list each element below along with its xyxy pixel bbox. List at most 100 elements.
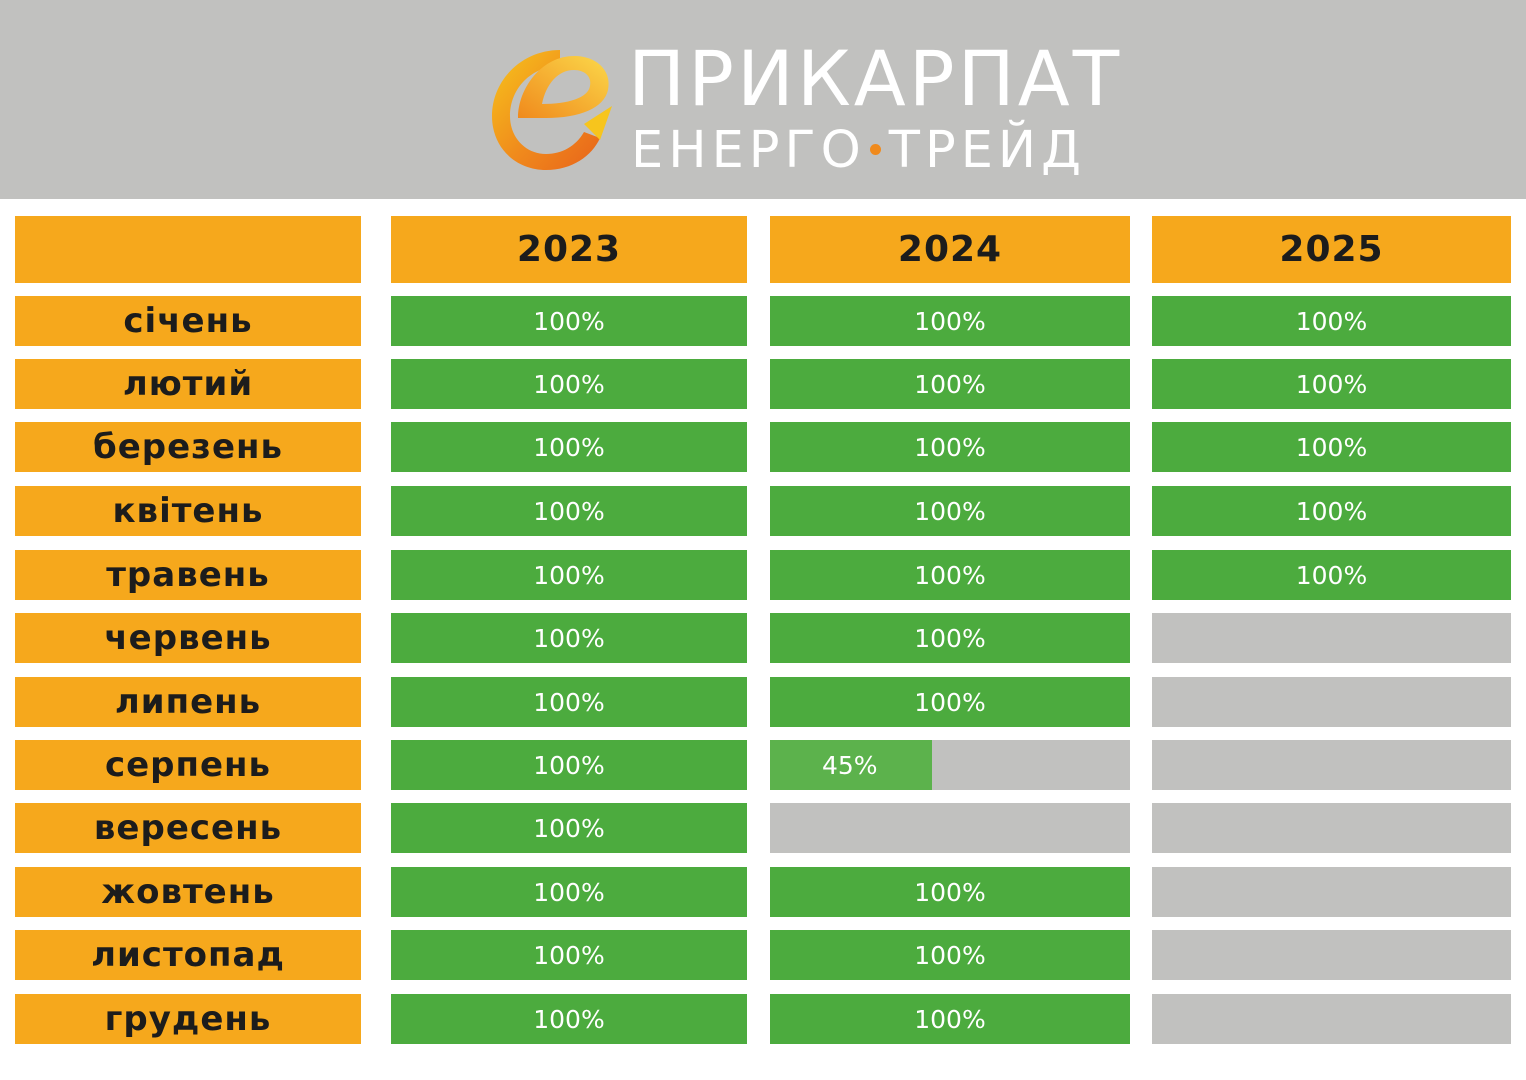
- progress-value-label: 100%: [914, 877, 986, 907]
- progress-bar-track: 100%: [770, 930, 1130, 980]
- year-header-2025: 2025: [1152, 216, 1511, 283]
- progress-value-label: 100%: [914, 1004, 986, 1034]
- progress-value-label: 100%: [914, 496, 986, 526]
- progress-bar-track: [1152, 613, 1511, 663]
- progress-value-label: 100%: [1295, 496, 1368, 526]
- e-letter-logo-icon: [492, 50, 612, 170]
- year-header-2023: 2023: [391, 216, 747, 283]
- progress-bar-fill: [391, 740, 747, 790]
- progress-bar-fill: [770, 296, 1130, 346]
- brand-dot-icon: [869, 143, 881, 155]
- brand-name-line1: ПРИКАРПАТ: [628, 34, 1123, 123]
- progress-value-label: 100%: [914, 560, 986, 590]
- progress-bar-fill: [770, 740, 932, 790]
- month-label: червень: [104, 618, 272, 658]
- header-banner: ПРИКАРПАТ ЕНЕРГО ТРЕЙД: [0, 0, 1526, 199]
- progress-bar-fill: [1152, 359, 1511, 409]
- month-label: березень: [92, 427, 283, 467]
- progress-value-label: 100%: [533, 432, 605, 462]
- progress-value-label: 100%: [914, 687, 986, 717]
- progress-bar-track: 100%: [391, 994, 747, 1044]
- brand-name-word-treyd: ТРЕЙД: [888, 121, 1086, 180]
- progress-value-label: 100%: [914, 623, 986, 653]
- progress-bar-track: [1152, 867, 1511, 917]
- progress-bar-track: 100%: [391, 867, 747, 917]
- progress-value-label: 100%: [533, 750, 605, 780]
- progress-bar-track: [1152, 803, 1511, 853]
- progress-bar-fill: [391, 550, 747, 600]
- progress-bar-track: [1152, 677, 1511, 727]
- progress-bar-fill: [770, 550, 1130, 600]
- year-header-label: 2025: [1279, 229, 1384, 270]
- progress-bar-fill: [1152, 296, 1511, 346]
- progress-bar-fill: [391, 486, 747, 536]
- table-corner-cell: [15, 216, 361, 283]
- progress-bar-track: 100%: [770, 550, 1130, 600]
- progress-bar-track: 100%: [770, 486, 1130, 536]
- month-label-cell: грудень: [15, 994, 361, 1044]
- progress-bar-track: [770, 803, 1130, 853]
- progress-bar-track: 100%: [1152, 550, 1511, 600]
- month-label-cell: листопад: [15, 930, 361, 980]
- progress-value-label: 100%: [914, 306, 986, 336]
- progress-bar-fill: [391, 296, 747, 346]
- progress-bar-fill: [1152, 486, 1511, 536]
- progress-value-label: 100%: [533, 940, 605, 970]
- month-label-cell: лютий: [15, 359, 361, 409]
- progress-bar-track: 100%: [1152, 422, 1511, 472]
- progress-value-label: 100%: [533, 369, 605, 399]
- progress-value-label: 100%: [914, 432, 986, 462]
- progress-bar-track: [1152, 994, 1511, 1044]
- progress-bar-track: 100%: [770, 994, 1130, 1044]
- progress-bar-fill: [391, 994, 747, 1044]
- progress-bar-track: 100%: [391, 613, 747, 663]
- progress-bar-fill: [770, 677, 1130, 727]
- month-label: листопад: [91, 935, 285, 975]
- progress-bar-track: 100%: [770, 613, 1130, 663]
- progress-value-label: 100%: [533, 1004, 605, 1034]
- progress-value-label: 100%: [533, 560, 605, 590]
- progress-bar-track: [1152, 930, 1511, 980]
- progress-value-label: 45%: [822, 750, 878, 780]
- progress-bar-track: 100%: [770, 296, 1130, 346]
- year-header-2024: 2024: [770, 216, 1130, 283]
- progress-bar-track: 100%: [1152, 296, 1511, 346]
- progress-bar-track: 100%: [391, 296, 747, 346]
- progress-value-label: 100%: [533, 813, 605, 843]
- progress-bar-track: 45%: [770, 740, 1130, 790]
- progress-value-label: 100%: [533, 687, 605, 717]
- progress-value-label: 100%: [1295, 432, 1368, 462]
- month-label: липень: [114, 682, 262, 722]
- progress-bar-fill: [770, 994, 1130, 1044]
- progress-bar-track: 100%: [391, 359, 747, 409]
- progress-bar-fill: [1152, 550, 1511, 600]
- progress-bar-track: 100%: [391, 740, 747, 790]
- month-label-cell: липень: [15, 677, 361, 727]
- progress-bar-fill: [770, 486, 1130, 536]
- month-label: грудень: [104, 999, 272, 1039]
- progress-value-label: 100%: [1295, 306, 1368, 336]
- progress-value-label: 100%: [533, 306, 605, 336]
- year-header-label: 2024: [897, 229, 1003, 270]
- progress-bar-track: [1152, 740, 1511, 790]
- progress-value-label: 100%: [1295, 369, 1368, 399]
- progress-value-label: 100%: [914, 940, 986, 970]
- brand-name-word-energo: ЕНЕРГО: [631, 121, 866, 180]
- month-label: січень: [123, 301, 253, 341]
- month-label: серпень: [104, 745, 272, 785]
- month-label-cell: травень: [15, 550, 361, 600]
- progress-bar-track: 100%: [1152, 486, 1511, 536]
- progress-bar-fill: [1152, 422, 1511, 472]
- progress-bar-fill: [391, 803, 747, 853]
- month-label-cell: вересень: [15, 803, 361, 853]
- month-label-cell: серпень: [15, 740, 361, 790]
- progress-bar-track: 100%: [391, 930, 747, 980]
- progress-value-label: 100%: [533, 623, 605, 653]
- progress-bar-fill: [391, 359, 747, 409]
- progress-value-label: 100%: [914, 369, 986, 399]
- brand-name-line2: ЕНЕРГО ТРЕЙД: [631, 118, 1086, 184]
- month-label-cell: жовтень: [15, 867, 361, 917]
- progress-bar-track: 100%: [391, 486, 747, 536]
- progress-value-label: 100%: [533, 496, 605, 526]
- progress-bar-track: 100%: [770, 359, 1130, 409]
